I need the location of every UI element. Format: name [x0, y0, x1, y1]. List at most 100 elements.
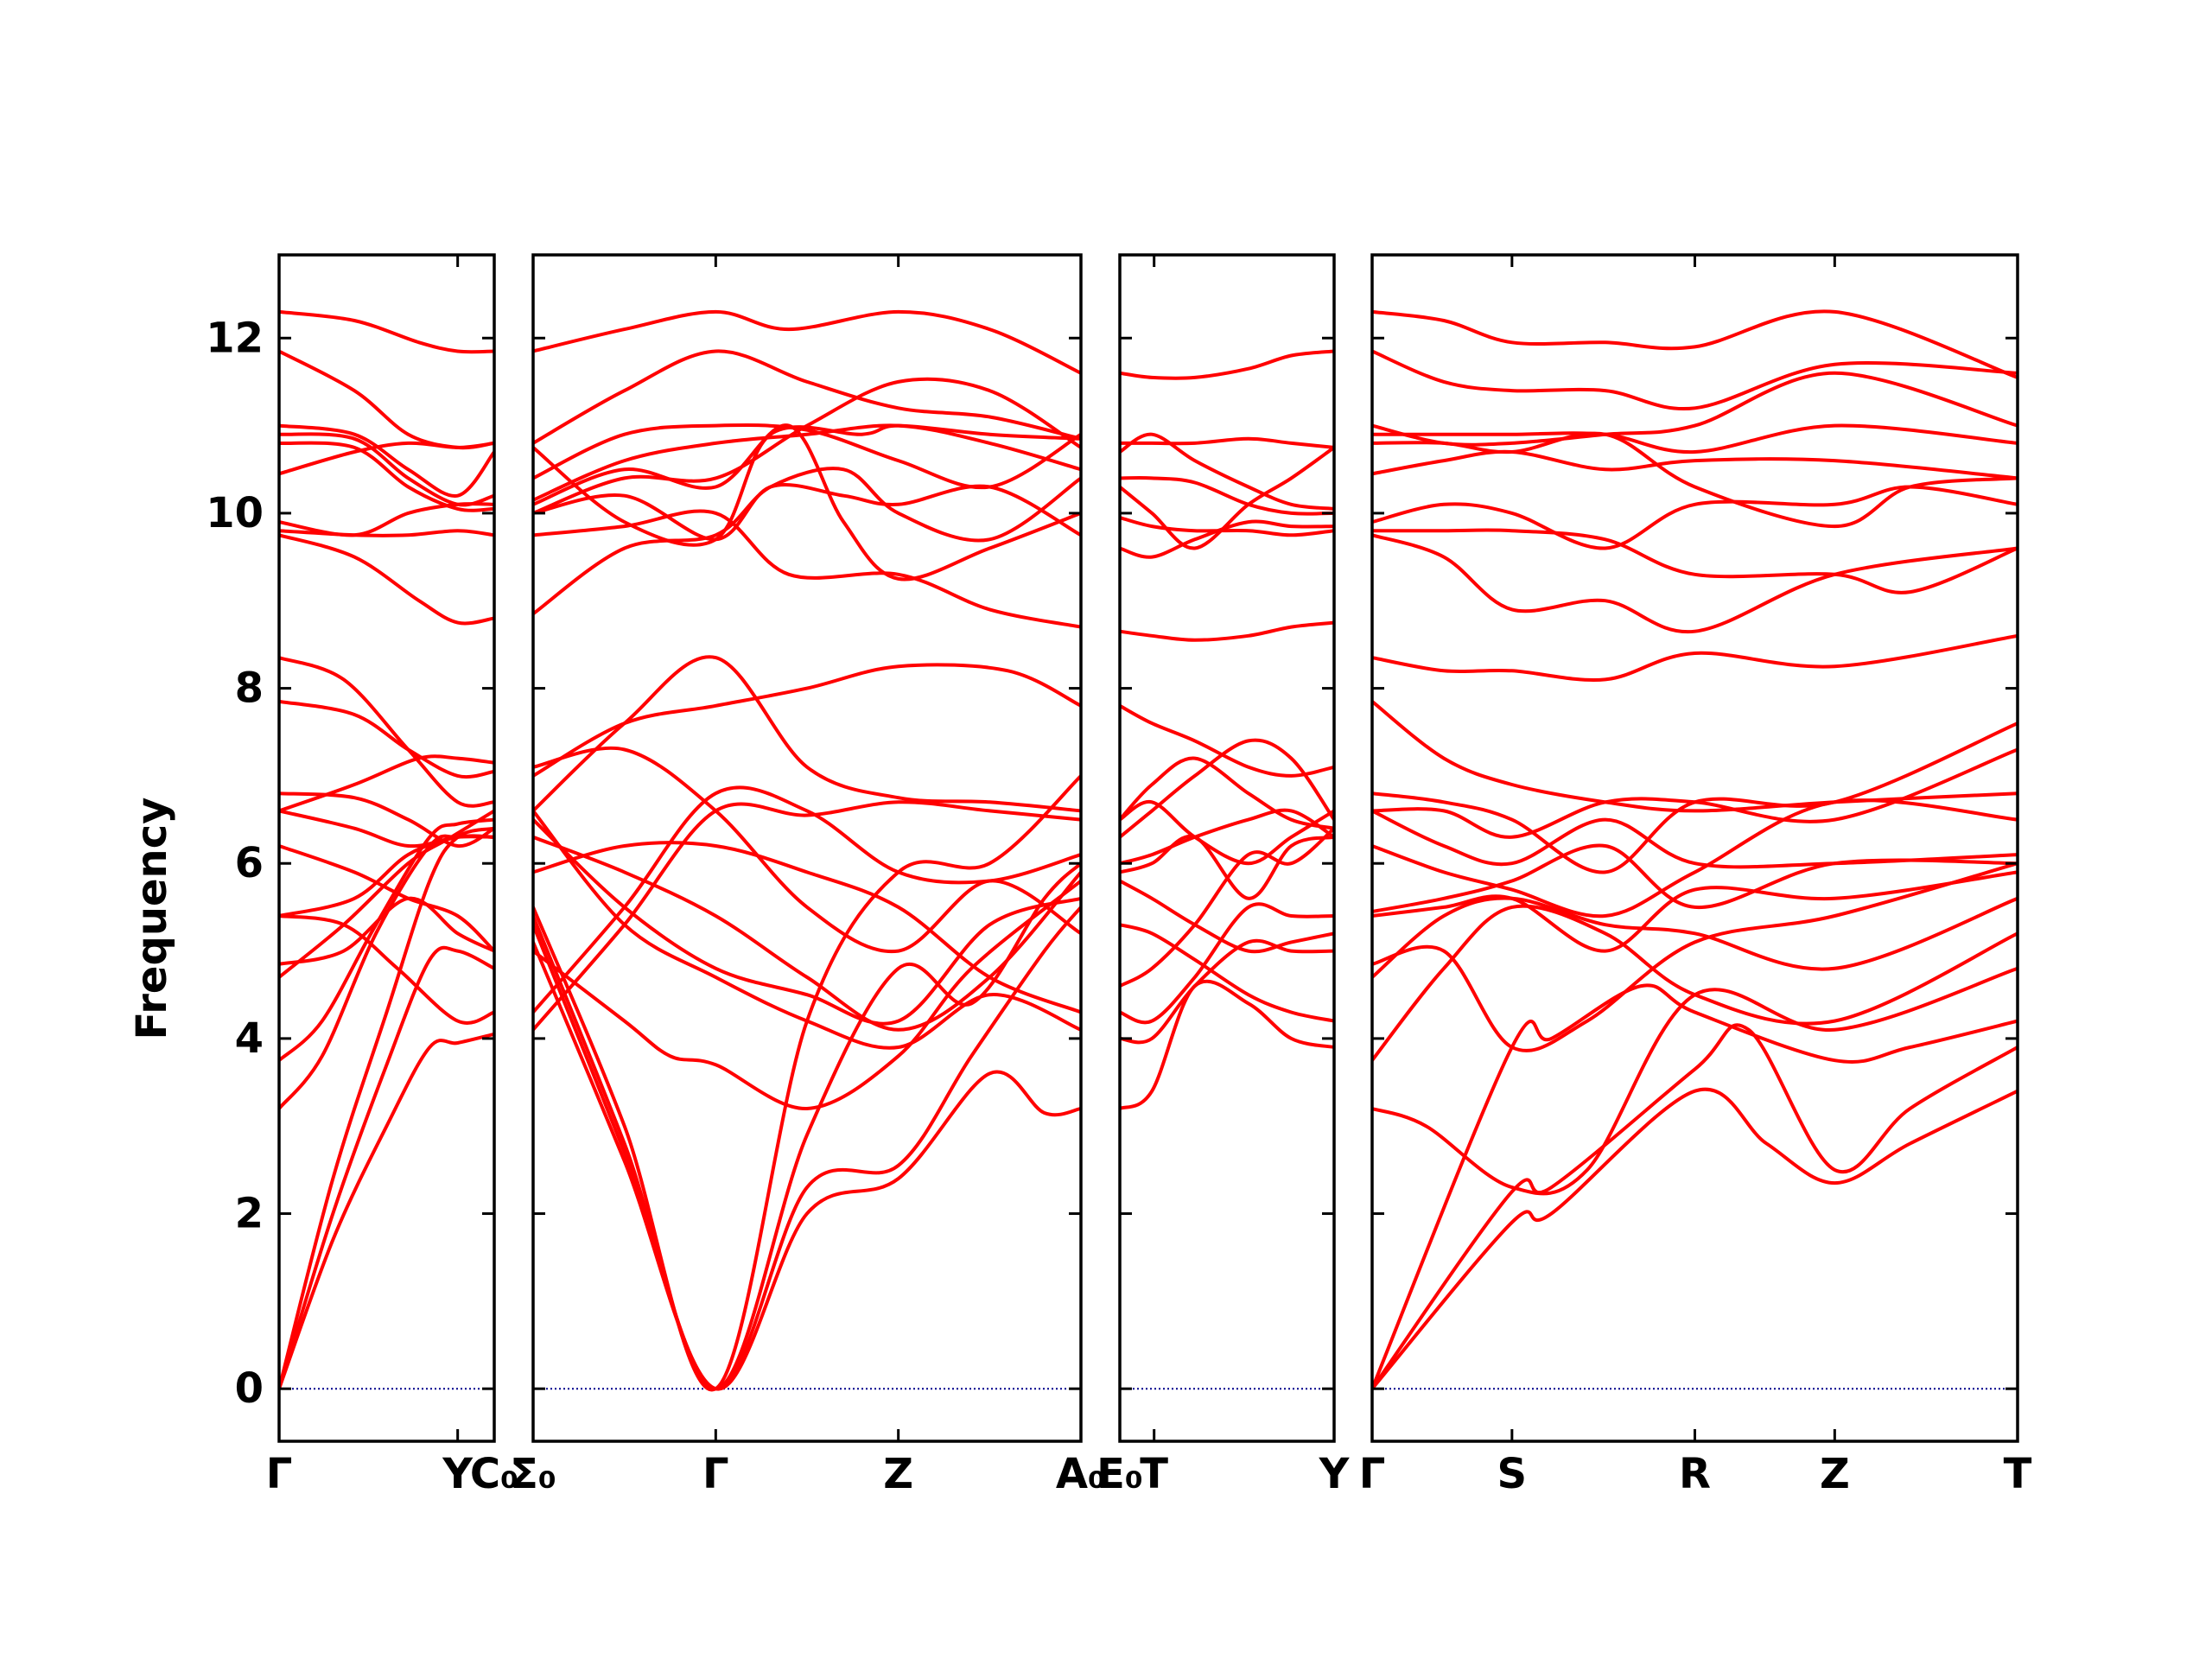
band-line-23	[1372, 349, 2018, 411]
band-line-17	[279, 529, 494, 537]
band-line-20	[533, 423, 1081, 490]
band-line-11	[1120, 800, 1334, 866]
band-line-18	[1120, 432, 1334, 511]
band-line-1	[279, 1032, 494, 1391]
band-line-3	[1372, 983, 2018, 1391]
band-line-3	[533, 861, 1081, 1391]
band-group	[1372, 309, 2018, 1391]
band-line-10	[533, 817, 1081, 1026]
band-line-4	[533, 773, 1081, 1392]
panel-1: Γ YC₀ 0 2 4 6 8 10 12	[206, 253, 518, 1498]
band-line-19	[1372, 449, 2018, 480]
band-line-22	[1372, 371, 2018, 447]
band-line-17	[1372, 528, 2018, 594]
band-line-10	[1120, 756, 1334, 830]
band-line-16	[279, 533, 494, 626]
band-line-16	[533, 509, 1081, 629]
band-line-4	[1120, 826, 1334, 988]
band-line-20	[1120, 349, 1334, 380]
band-line-9	[533, 835, 1081, 1032]
band-line-12	[1120, 703, 1334, 778]
band-line-14	[533, 655, 1081, 813]
band-line-13	[279, 791, 494, 849]
band-line-23	[533, 309, 1081, 375]
band-line-24	[533, 377, 1081, 515]
x-tick-label: T	[1140, 1450, 1168, 1498]
band-line-14	[1372, 699, 2018, 813]
band-line-11	[1372, 809, 2018, 869]
band-line-1	[533, 940, 1081, 1391]
x-tick-label: Γ	[266, 1450, 293, 1498]
band-line-18	[1372, 485, 2018, 550]
x-tick-label: R	[1679, 1450, 1711, 1498]
y-tick-label: 0	[235, 1364, 264, 1413]
band-line-7	[1120, 834, 1334, 900]
band-line-6	[279, 809, 494, 979]
band-line-20	[279, 441, 494, 512]
panel-3: E₀T Y	[1096, 253, 1351, 1498]
band-line-5	[279, 817, 494, 1063]
band-line-4	[1372, 966, 2018, 1196]
band-group	[1120, 349, 1334, 1110]
band-line-13	[1120, 620, 1334, 642]
band-line-20	[1372, 431, 2018, 529]
band-line-21	[279, 432, 494, 507]
band-line-11	[279, 809, 494, 849]
x-tick-label: Y	[1319, 1450, 1351, 1498]
band-line-9	[1120, 738, 1334, 839]
band-line-2	[533, 905, 1081, 1391]
band-line-17	[1120, 476, 1334, 516]
panel-frame	[1118, 253, 1336, 1443]
band-line-24	[279, 309, 494, 354]
band-line-10	[279, 844, 494, 953]
y-tick-label: 8	[235, 664, 264, 713]
band-line-5	[533, 879, 1081, 1111]
band-line-21	[533, 423, 1081, 547]
x-tick-label: C₀	[470, 1450, 518, 1498]
band-line-24	[1372, 309, 2018, 379]
band-line-12	[533, 746, 1081, 954]
band-line-2	[1120, 938, 1334, 1045]
band-line-15	[533, 467, 1081, 616]
band-line-7	[1372, 861, 2018, 1052]
band-line-8	[1372, 870, 2018, 953]
y-axis-title: Frequency	[128, 798, 176, 1040]
band-line-2	[279, 945, 494, 1391]
band-line-5	[1120, 923, 1334, 1023]
band-line-2	[1372, 1023, 2018, 1391]
x-tick-label: A₀	[1056, 1450, 1106, 1498]
band-line-14	[279, 699, 494, 779]
x-tick-label: Y	[442, 1450, 474, 1498]
y-tick-label: 2	[235, 1190, 264, 1238]
band-line-13	[1372, 721, 2018, 874]
y-tick-label: 10	[206, 489, 264, 537]
y-tick-label: 12	[206, 314, 264, 362]
band-line-16	[1372, 533, 2018, 634]
panel-frame	[531, 253, 1083, 1443]
x-tick-label: Z	[1820, 1450, 1850, 1498]
band-line-8	[1120, 808, 1334, 866]
band-group	[279, 309, 494, 1391]
band-line-19	[533, 423, 1081, 502]
band-line-15	[279, 656, 494, 808]
band-line-6	[1372, 896, 2018, 979]
band-line-12	[1372, 747, 2018, 839]
x-tick-label: Z	[883, 1450, 913, 1498]
band-line-1	[1120, 979, 1334, 1110]
band-line-11	[533, 809, 1081, 1050]
band-line-6	[1120, 879, 1334, 954]
x-tick-label: Γ	[1359, 1450, 1386, 1498]
band-line-21	[1372, 423, 2018, 454]
band-line-18	[533, 423, 1081, 582]
band-line-15	[1372, 633, 2018, 682]
band-line-8	[279, 914, 494, 1025]
band-line-5	[1372, 904, 2018, 1063]
x-tick-label: S	[1497, 1450, 1528, 1498]
band-line-19	[1120, 436, 1334, 449]
band-line-7	[279, 896, 494, 966]
band-line-1	[1372, 1087, 2018, 1391]
panel-frame	[277, 253, 496, 1443]
